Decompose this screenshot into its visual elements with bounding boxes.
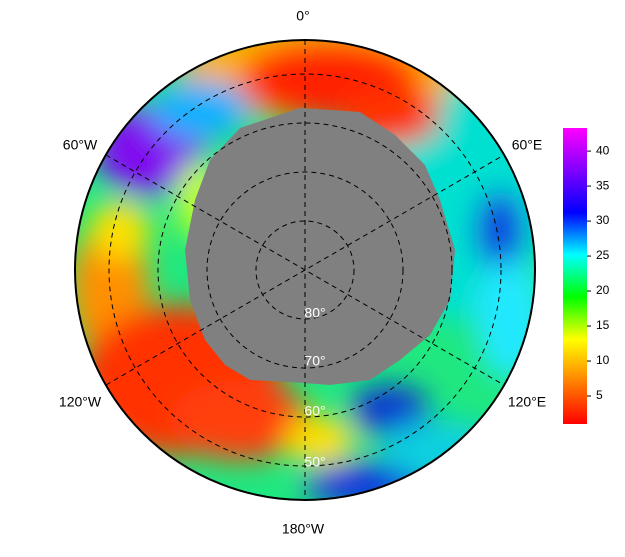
lon-label: 60°W xyxy=(63,137,98,153)
colorbar-tick-label: 40 xyxy=(596,143,610,157)
colorbar-tick-label: 35 xyxy=(596,178,610,192)
colorbar-tick-label: 20 xyxy=(596,283,610,297)
colorbar-tick-label: 25 xyxy=(596,248,610,262)
lat-label: 50° xyxy=(304,454,325,470)
lon-label: 120°E xyxy=(508,394,546,410)
colorbar-tick-label: 15 xyxy=(596,318,610,332)
colorbar-tick-label: 10 xyxy=(596,353,610,367)
colorbar xyxy=(563,128,587,424)
lon-label: 180°W xyxy=(282,521,325,537)
colorbar-ticks: 5 10 15 20 25 30 35 40 xyxy=(587,143,610,402)
lat-label: 80° xyxy=(304,305,325,321)
lon-label: 0° xyxy=(296,8,309,24)
lon-label: 60°E xyxy=(512,137,543,153)
lon-label: 120°W xyxy=(59,394,102,410)
map-border xyxy=(74,39,536,501)
graticule xyxy=(105,40,505,500)
lat-label: 60° xyxy=(304,403,325,419)
field xyxy=(75,40,535,500)
lat-label: 70° xyxy=(304,353,325,369)
colorbar-tick-label: 30 xyxy=(596,213,610,227)
antarctica xyxy=(185,108,455,385)
colorbar-tick-label: 5 xyxy=(596,388,603,402)
